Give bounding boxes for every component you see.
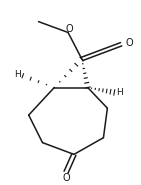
Text: O: O [125, 38, 133, 48]
Text: H: H [14, 70, 21, 79]
Text: H: H [116, 88, 123, 97]
Text: O: O [62, 173, 70, 183]
Text: O: O [65, 23, 73, 33]
